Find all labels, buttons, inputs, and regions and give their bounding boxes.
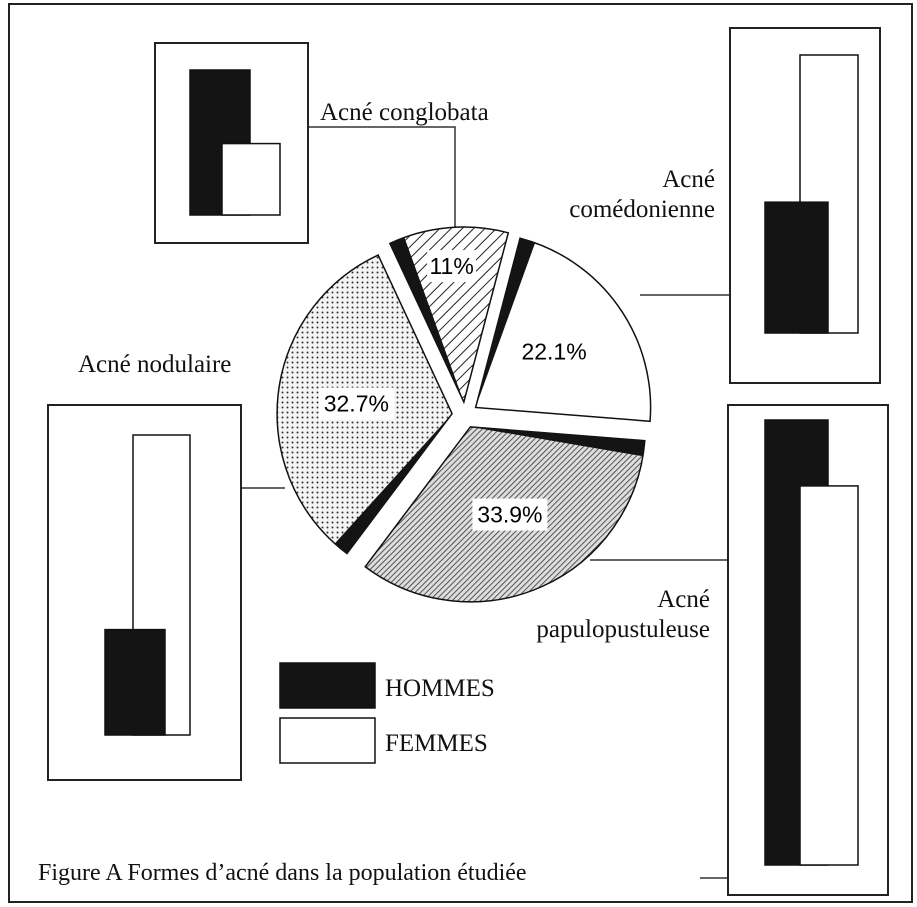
legend-swatch	[279, 662, 376, 709]
slice-band	[389, 237, 464, 403]
value-label: 11%	[429, 253, 473, 279]
slice-band	[334, 413, 453, 554]
slice-band	[475, 238, 536, 408]
value-label-bg	[427, 250, 477, 283]
frame	[8, 3, 913, 903]
legend-label: FEMMES	[385, 730, 488, 757]
value-label: 33.9%	[477, 502, 542, 528]
category-label: Acné conglobata	[320, 99, 489, 126]
slice-band	[470, 426, 645, 457]
inset-bar	[221, 142, 281, 216]
category-label: Acné nodulaire	[78, 351, 232, 378]
legend-swatch	[279, 717, 376, 764]
value-label-bg	[516, 335, 592, 368]
connectors	[241, 126, 730, 879]
inset-bar	[764, 201, 829, 334]
category-label: Acné comédonienne	[569, 166, 715, 223]
value-label-bg	[472, 498, 548, 531]
legend-label: HOMMES	[385, 675, 495, 702]
inset-bar	[104, 628, 166, 736]
inset-bar	[799, 485, 859, 866]
value-label-bg	[318, 387, 394, 420]
value-label: 32.7%	[324, 391, 389, 417]
category-label: Acné papulopustuleuse	[536, 586, 710, 643]
caption: Figure A Formes d’acné dans la populatio…	[38, 860, 527, 886]
value-label: 22.1%	[521, 339, 586, 365]
